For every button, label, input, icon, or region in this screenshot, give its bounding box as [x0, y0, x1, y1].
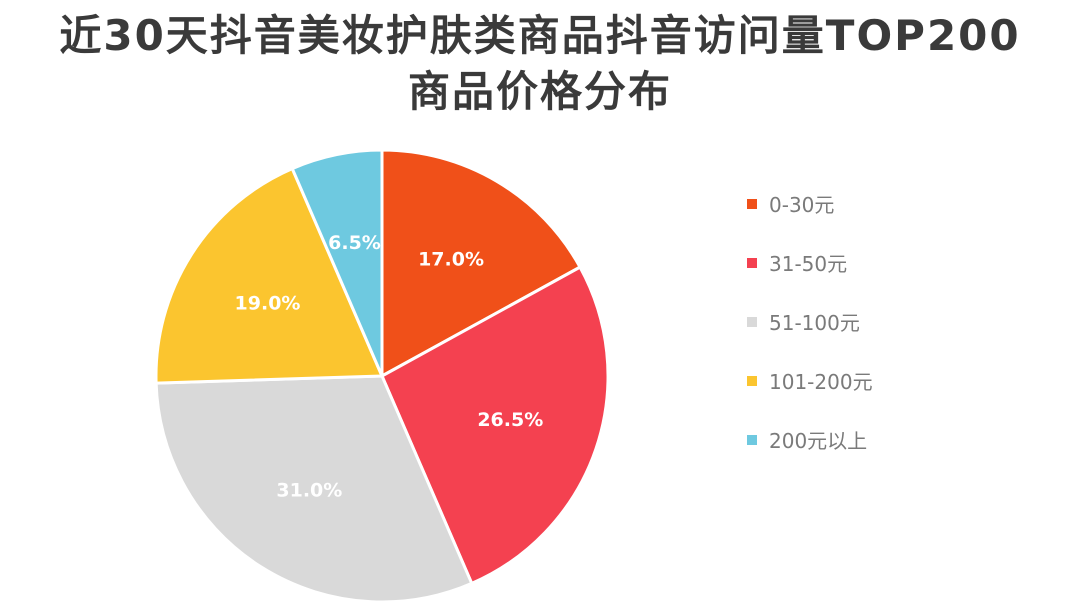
- data-label-5: 6.5%: [328, 232, 381, 254]
- legend-item-5: 200元以上: [747, 410, 873, 469]
- pie-slice-4: [154, 167, 384, 385]
- data-label-4: 19.0%: [235, 292, 301, 314]
- chart-subtitle: 商品价格分布: [407, 67, 672, 116]
- chart-legend: 0-30元 31-50元 51-100元 101-200元 200元以上: [747, 174, 873, 469]
- legend-swatch: [747, 316, 757, 327]
- legend-label: 101-200元: [769, 370, 873, 394]
- pie-slice-1: [380, 148, 582, 378]
- legend-item-1: 0-30元: [747, 174, 873, 233]
- legend-label: 51-100元: [769, 311, 860, 335]
- legend-item-4: 101-200元: [747, 351, 873, 410]
- pie-slice-5: [290, 148, 384, 378]
- data-label-3: 31.0%: [276, 479, 342, 501]
- legend-swatch: [747, 257, 757, 268]
- legend-label: 31-50元: [769, 252, 848, 276]
- legend-swatch: [747, 375, 757, 386]
- pie-slice-3: [154, 374, 474, 604]
- legend-item-2: 31-50元: [747, 233, 873, 292]
- chart-title-line1: 近30天抖音美妆护肤类商品抖音访问量TOP200: [59, 11, 1021, 60]
- legend-item-3: 51-100元: [747, 292, 873, 351]
- legend-swatch: [747, 434, 757, 445]
- data-label-2: 26.5%: [477, 409, 543, 431]
- data-label-1: 17.0%: [418, 248, 484, 270]
- legend-label: 200元以上: [769, 429, 868, 453]
- chart-title: 近30天抖音美妆护肤类商品抖音访问量TOP200 商品价格分布: [0, 8, 1080, 120]
- legend-swatch: [747, 198, 757, 209]
- legend-label: 0-30元: [769, 193, 835, 217]
